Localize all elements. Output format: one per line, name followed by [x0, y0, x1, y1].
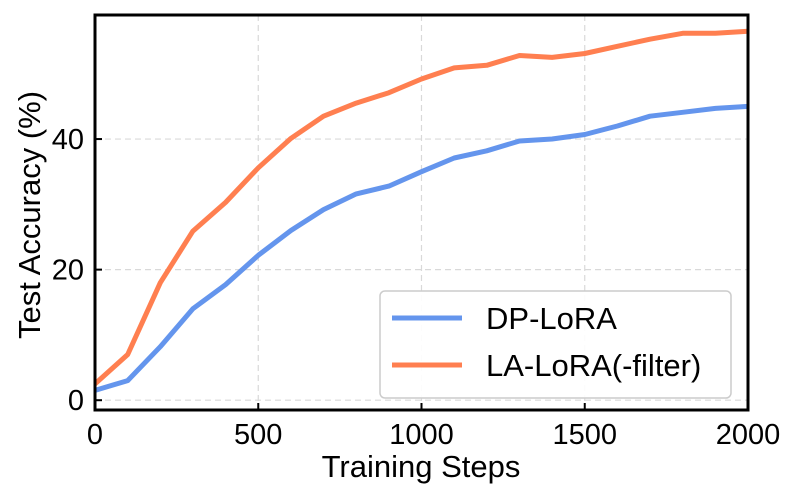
x-tick-label: 0 [87, 419, 103, 451]
legend-box [379, 290, 732, 399]
x-tick-label: 1000 [389, 419, 454, 451]
x-tick-label: 2000 [716, 419, 781, 451]
x-axis-label: Training Steps [322, 449, 521, 484]
legend-label-la-lora: LA-LoRA(-filter) [486, 348, 701, 383]
legend: DP-LoRA LA-LoRA(-filter) [379, 290, 732, 399]
y-tick-label: 0 [68, 385, 84, 417]
series-layer [93, 28, 749, 393]
y-axis-label: Test Accuracy (%) [12, 91, 47, 339]
y-tick-label: 20 [52, 255, 84, 287]
y-tick-label: 40 [52, 124, 84, 156]
series-line-la-lora-filter [93, 28, 749, 386]
legend-label-dp-lora: DP-LoRA [486, 301, 617, 336]
series-line-dp-lora [94, 103, 749, 393]
x-tick-label: 1500 [552, 419, 617, 451]
axis-ticks: 0 500 1000 1500 2000 0 20 40 [52, 124, 781, 451]
x-tick-label: 500 [234, 419, 282, 451]
